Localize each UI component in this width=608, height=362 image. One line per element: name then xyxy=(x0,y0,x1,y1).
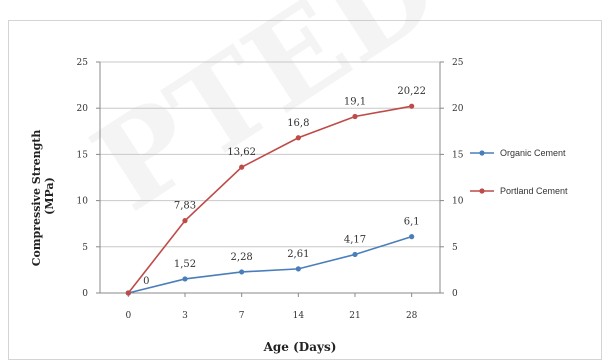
data-point-0-4 xyxy=(352,251,358,258)
y-tick-right-0: 0 xyxy=(452,289,458,299)
x-axis-label: Age (Days) xyxy=(263,340,337,354)
data-label-1-4: 19,1 xyxy=(344,97,366,108)
data-label-1-2: 13,62 xyxy=(227,147,256,158)
legend-marker-0 xyxy=(479,150,485,156)
y-tick-left-0: 0 xyxy=(82,289,88,299)
x-tick-21: 21 xyxy=(349,311,360,321)
y-axis-label-line-1: Compressive Strength xyxy=(30,130,43,267)
legend: Organic Cement Portland Cement xyxy=(470,148,568,196)
x-tick-3: 3 xyxy=(182,311,188,321)
y-tick-left-15: 15 xyxy=(77,150,89,160)
data-label-1-5: 20,22 xyxy=(397,86,426,97)
data-point-1-1 xyxy=(182,218,188,224)
y-tick-right-10: 10 xyxy=(452,197,464,207)
y-tick-right-15: 15 xyxy=(452,150,464,160)
x-tick-7: 7 xyxy=(239,311,245,321)
legend-marker-1 xyxy=(479,188,485,194)
data-labels: 1,52 2,28 2,61 4,17 6,1 0 7,83 13,62 16,8 19,1 20,… xyxy=(143,86,426,287)
legend-label-0: Organic Cement xyxy=(500,148,566,158)
data-point-1-2 xyxy=(239,164,245,170)
data-point-1-0 xyxy=(125,290,131,296)
data-point-1-4 xyxy=(352,113,358,120)
data-label-1-0: 0 xyxy=(143,276,149,287)
data-point-0-5 xyxy=(409,234,415,240)
y-tick-right-25: 25 xyxy=(452,58,464,68)
data-label-0-5: 6,1 xyxy=(404,217,420,228)
chart-frame xyxy=(8,20,602,360)
x-tick-0: 0 xyxy=(125,311,131,321)
y-tick-right-5: 5 xyxy=(452,243,458,253)
series-line-1 xyxy=(127,105,412,294)
y-tick-left-10: 10 xyxy=(77,197,89,207)
data-label-1-1: 7,83 xyxy=(174,201,196,212)
y-tick-right-20: 20 xyxy=(452,104,464,114)
data-label-0-2: 2,28 xyxy=(231,252,253,263)
y-tick-left-5: 5 xyxy=(82,243,88,253)
data-point-0-2 xyxy=(239,269,245,275)
data-label-0-1: 1,52 xyxy=(174,259,196,270)
axes xyxy=(96,61,444,297)
y-tick-left-20: 20 xyxy=(77,104,89,114)
data-point-0-3 xyxy=(295,266,301,272)
x-tick-28: 28 xyxy=(406,311,418,321)
data-label-1-3: 16,8 xyxy=(287,118,309,129)
data-point-0-1 xyxy=(182,276,188,282)
data-point-1-3 xyxy=(295,135,301,141)
data-label-0-4: 4,17 xyxy=(344,234,366,245)
legend-label-1: Portland Cement xyxy=(500,186,568,196)
y-tick-left-25: 25 xyxy=(77,58,89,68)
data-label-0-3: 2,61 xyxy=(287,249,309,260)
y-axis-label-line-2: (MPa) xyxy=(43,177,56,215)
grid-lines xyxy=(100,61,440,294)
x-tick-14: 14 xyxy=(293,311,305,321)
tick-labels: 0 0 5 5 10 10 15 15 20 20 25 25 0 3 7 14 21 28 xyxy=(77,58,464,321)
series-lines xyxy=(125,103,415,296)
y-axis-label: Compressive Strength (MPa) xyxy=(30,126,56,266)
data-point-1-5 xyxy=(409,103,415,109)
series-line-0 xyxy=(128,235,412,294)
